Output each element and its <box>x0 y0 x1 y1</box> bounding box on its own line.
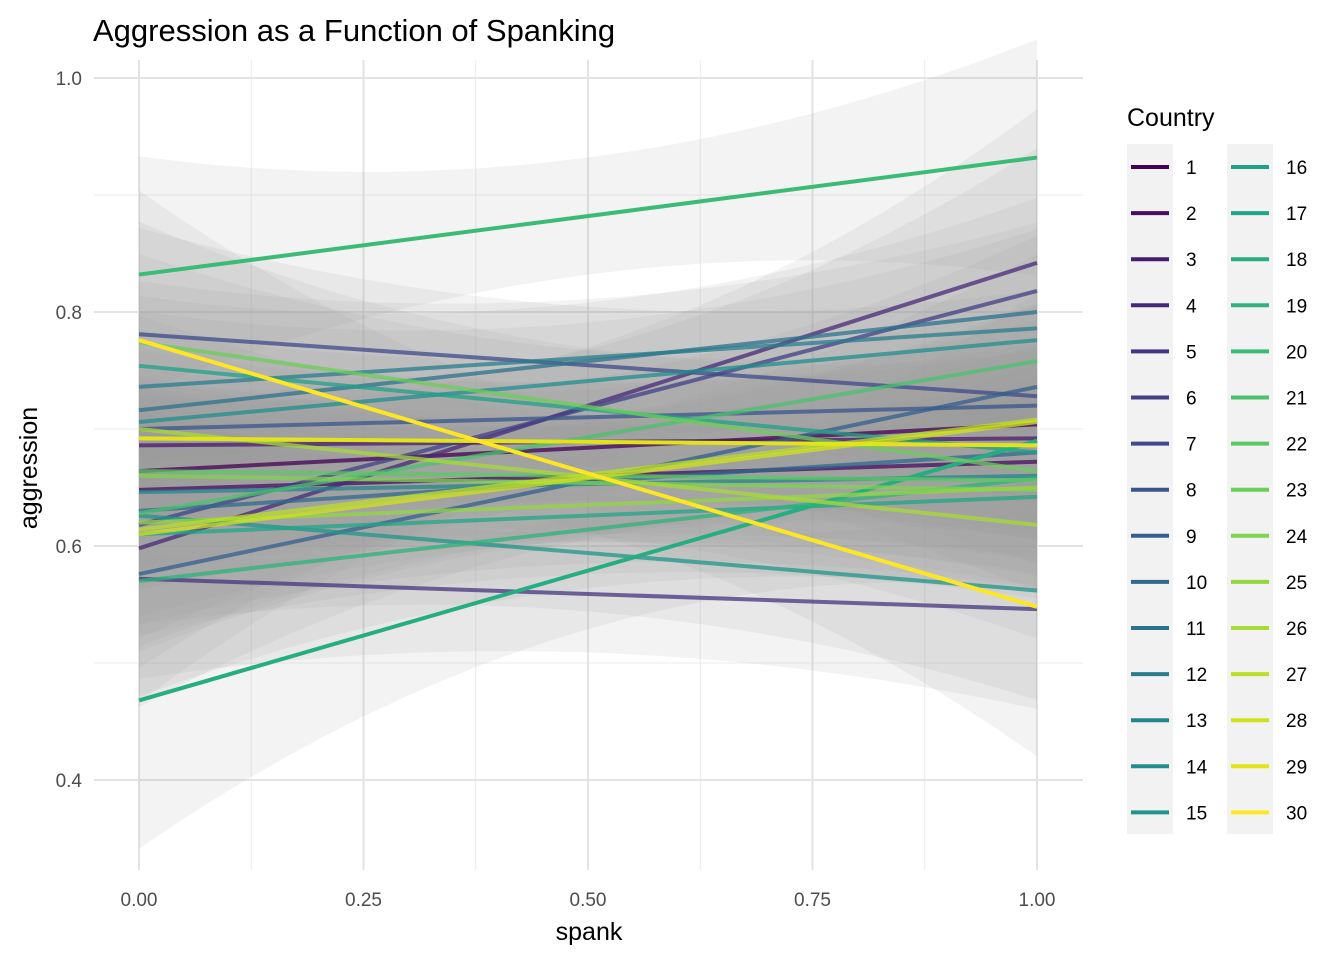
legend-label: 22 <box>1286 435 1307 456</box>
legend-label: 30 <box>1286 803 1307 824</box>
x-axis-title: spank <box>556 918 623 946</box>
series-line-28 <box>138 419 1038 537</box>
legend-label: 12 <box>1186 665 1207 686</box>
legend-item-30: 30 <box>1231 803 1307 824</box>
legend-item-26: 26 <box>1231 619 1307 640</box>
legend-label: 23 <box>1286 481 1307 502</box>
x-tick-label: 1.00 <box>1019 890 1056 911</box>
legend-label: 17 <box>1286 204 1307 225</box>
legend-label: 29 <box>1286 757 1307 778</box>
series-line-5 <box>138 576 1038 612</box>
legend-item-10: 10 <box>1131 573 1207 594</box>
legend-label: 19 <box>1286 296 1307 317</box>
legend-item-21: 21 <box>1231 389 1307 410</box>
y-axis-title: aggression <box>15 407 43 529</box>
series-line-8 <box>138 403 1038 431</box>
legend-label: 13 <box>1186 711 1207 732</box>
legend-item-20: 20 <box>1231 342 1307 363</box>
series-line-20 <box>138 155 1038 277</box>
legend-label: 10 <box>1186 573 1207 594</box>
legend-item-24: 24 <box>1231 527 1308 548</box>
legend-label: 6 <box>1186 389 1197 410</box>
series-lines <box>138 155 1038 703</box>
legend-label: 4 <box>1186 296 1197 317</box>
legend-title: Country <box>1127 104 1215 132</box>
series-line-30 <box>138 338 1038 609</box>
legend-item-6: 6 <box>1131 389 1197 410</box>
legend-label: 27 <box>1286 665 1307 686</box>
series-line-1 <box>138 422 1038 474</box>
y-tick-label: 0.8 <box>56 303 82 324</box>
legend-item-12: 12 <box>1131 665 1207 686</box>
legend-label: 24 <box>1286 527 1308 548</box>
series-line-23 <box>138 340 1038 474</box>
legend-label: 1 <box>1186 158 1197 179</box>
legend-item-1: 1 <box>1131 158 1197 179</box>
legend-item-25: 25 <box>1231 573 1307 594</box>
x-tick-label: 0.50 <box>570 890 607 911</box>
legend-label: 26 <box>1286 619 1307 640</box>
legend-item-13: 13 <box>1131 711 1207 732</box>
legend-label: 15 <box>1186 803 1207 824</box>
legend-item-22: 22 <box>1231 435 1307 456</box>
legend-item-15: 15 <box>1131 803 1207 824</box>
series-line-14 <box>138 338 1038 424</box>
grid-major <box>94 60 1083 870</box>
series-line-24 <box>138 473 1038 492</box>
legend-item-9: 9 <box>1131 527 1197 548</box>
chart-title: Aggression as a Function of Spanking <box>93 13 615 48</box>
legend-item-5: 5 <box>1131 342 1197 363</box>
y-tick-label: 1.0 <box>56 69 82 90</box>
series-line-18 <box>138 438 1038 703</box>
legend-label: 5 <box>1186 342 1197 363</box>
legend-label: 20 <box>1286 342 1307 363</box>
x-tick-label: 0.75 <box>794 890 831 911</box>
legend-item-28: 28 <box>1231 711 1307 732</box>
legend-item-29: 29 <box>1231 757 1307 778</box>
series-line-11 <box>138 310 1038 413</box>
legend-item-2: 2 <box>1131 204 1197 225</box>
legend-label: 21 <box>1286 389 1307 410</box>
legend-items: 1234567891011121314151617181920212223242… <box>1131 158 1308 824</box>
legend-label: 14 <box>1186 757 1208 778</box>
series-line-17 <box>138 494 1038 537</box>
legend-item-4: 4 <box>1131 296 1197 317</box>
y-tick-label: 0.4 <box>56 771 83 792</box>
legend-item-16: 16 <box>1231 158 1307 179</box>
legend-item-3: 3 <box>1131 250 1197 271</box>
legend-item-27: 27 <box>1231 665 1307 686</box>
series-line-21 <box>138 359 1038 516</box>
x-tick-label: 0.00 <box>121 890 158 911</box>
legend-item-19: 19 <box>1231 296 1307 317</box>
legend-label: 7 <box>1186 435 1197 456</box>
legend-label: 18 <box>1286 250 1307 271</box>
y-tick-label: 0.6 <box>56 537 82 558</box>
legend-item-11: 11 <box>1131 619 1206 640</box>
legend-item-7: 7 <box>1131 435 1197 456</box>
legend-label: 2 <box>1186 204 1197 225</box>
legend-item-17: 17 <box>1231 204 1307 225</box>
legend-label: 9 <box>1186 527 1197 548</box>
legend-label: 8 <box>1186 481 1197 502</box>
legend-item-8: 8 <box>1131 481 1197 502</box>
legend-item-18: 18 <box>1231 250 1307 271</box>
series-line-12 <box>138 326 1038 389</box>
legend-label: 11 <box>1186 619 1206 640</box>
legend-label: 3 <box>1186 250 1197 271</box>
legend-item-14: 14 <box>1131 757 1208 778</box>
legend-label: 16 <box>1286 158 1307 179</box>
legend-label: 28 <box>1286 711 1307 732</box>
legend-item-23: 23 <box>1231 481 1307 502</box>
series-line-29 <box>138 436 1038 448</box>
y-axis-ticks: 0.4 0.6 0.8 1.0 <box>56 69 83 792</box>
x-tick-label: 0.25 <box>345 890 382 911</box>
legend-label: 25 <box>1286 573 1307 594</box>
legend: Country 12345678910111213141516171819202… <box>1127 104 1308 834</box>
x-axis-ticks: 0.00 0.25 0.50 0.75 1.00 <box>121 890 1056 911</box>
